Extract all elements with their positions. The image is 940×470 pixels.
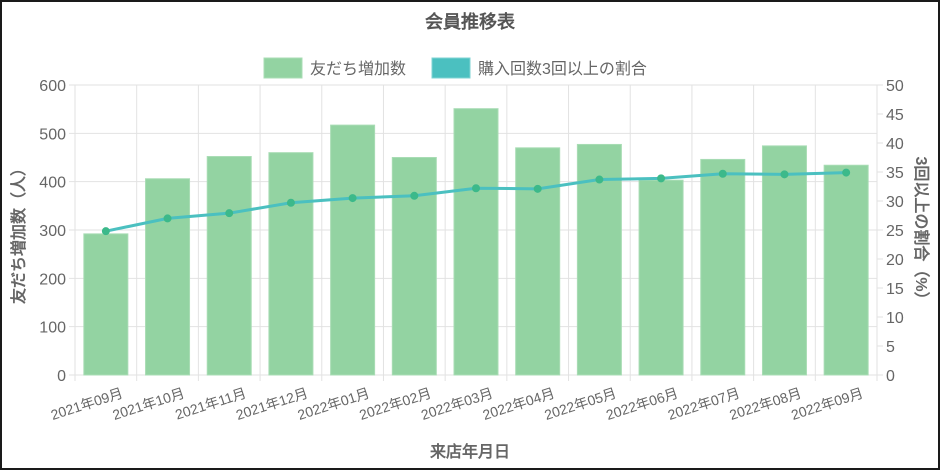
line-point <box>101 227 110 236</box>
bar <box>268 152 314 376</box>
line-point <box>163 214 172 223</box>
line-point <box>286 198 295 207</box>
y-tick-left: 100 <box>39 320 66 337</box>
line-point <box>842 168 851 177</box>
legend-swatch-line <box>431 57 471 79</box>
bar <box>515 147 561 376</box>
y-tick-right: 20 <box>886 252 904 269</box>
bar <box>330 124 376 376</box>
y-tick-left: 300 <box>39 223 66 240</box>
line-series <box>101 168 851 236</box>
y-tick-right: 30 <box>886 194 904 211</box>
legend: 友だち増加数 購入回数3回以上の割合 <box>263 57 647 79</box>
y-tick-right: 15 <box>886 281 904 298</box>
line-point <box>410 191 419 200</box>
y-tick-right: 40 <box>886 136 904 153</box>
legend-item-line[interactable]: 購入回数3回以上の割合 <box>431 57 647 79</box>
y-tick-right: 45 <box>886 107 904 124</box>
bar <box>145 178 191 376</box>
y-tick-left: 600 <box>39 78 66 95</box>
line-point <box>472 184 480 193</box>
bar <box>700 158 746 376</box>
bar <box>391 157 437 376</box>
y-tick-right: 0 <box>886 368 895 385</box>
x-tick-label: 2022年09月 <box>789 385 865 423</box>
y-tick-left: 400 <box>39 175 66 192</box>
bar-series <box>83 108 869 376</box>
bar <box>638 179 684 376</box>
legend-label-line: 購入回数3回以上の割合 <box>478 60 647 78</box>
bar <box>453 108 499 376</box>
legend-label-bar: 友だち増加数 <box>310 60 406 78</box>
legend-item-bar[interactable]: 友だち増加数 <box>263 57 406 79</box>
bar <box>761 145 807 376</box>
y-tick-right: 50 <box>886 78 904 95</box>
line-point <box>595 175 604 184</box>
line-point <box>348 194 357 203</box>
y-axis-left-title: 友だち増加数（人） <box>9 160 28 304</box>
y-tick-left: 200 <box>39 271 66 288</box>
line-point <box>533 184 542 193</box>
bar <box>823 164 869 376</box>
line-point <box>780 170 789 179</box>
bar <box>83 233 129 376</box>
x-tick-label: 2021年10月 <box>110 385 186 423</box>
line-point <box>718 169 727 178</box>
x-axis-title: 来店年月日 <box>429 442 510 461</box>
y-tick-right: 25 <box>886 223 904 240</box>
chart-title: 会員推移表 <box>425 11 516 32</box>
line-point <box>225 209 234 218</box>
legend-swatch-bar <box>263 57 303 79</box>
y-axis-right-title: 3回以上の割合（%） <box>912 156 931 307</box>
y-tick-left: 0 <box>57 368 66 385</box>
y-tick-right: 5 <box>886 339 895 356</box>
line-point <box>657 174 666 183</box>
y-tick-left: 500 <box>39 126 66 143</box>
y-tick-right: 10 <box>886 310 904 327</box>
bar <box>206 156 252 376</box>
y-tick-right: 35 <box>886 165 904 182</box>
